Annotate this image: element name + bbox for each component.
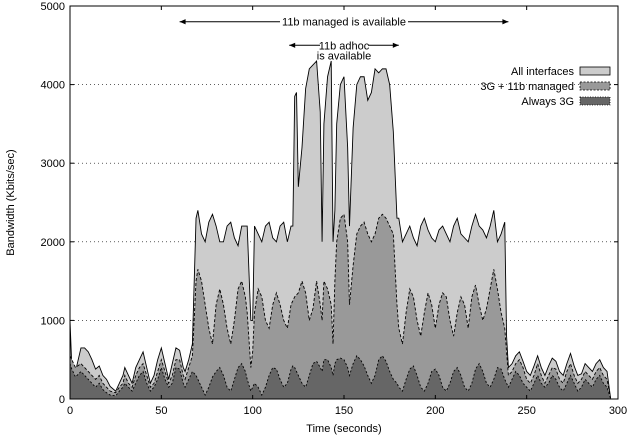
legend-swatch-3g-managed [579,81,611,91]
x-tick-label-150: 150 [335,405,353,417]
y-tick-label-0: 0 [59,394,65,406]
annotation-adhoc-label-line2: is available [317,50,371,62]
y-tick-label-3000: 3000 [41,158,65,170]
legend-label-always-3g: Always 3G [521,96,574,108]
annotation-managed-arrowhead-left [179,19,186,25]
annotation-adhoc-arrowhead-right [392,42,399,48]
legend: All interfaces 3G + 11b managed Always 3… [480,66,611,108]
legend-label-3g-managed: 3G + 11b managed [480,81,574,93]
series-line-1 [70,213,618,399]
x-tick-label-250: 250 [517,405,535,417]
legend-swatch-always-3g [579,96,611,106]
series-area-1 [70,214,618,399]
y-tick-label-5000: 5000 [41,1,65,13]
y-axis-title: Bandwidth (Kbits/sec) [5,149,17,255]
grid-lines [70,84,618,321]
x-tick-label-50: 50 [155,405,167,417]
x-tick-label-0: 0 [67,405,73,417]
y-tick-label-1000: 1000 [41,315,65,327]
x-tick-label-300: 300 [609,405,627,417]
series-line-2 [70,354,618,399]
legend-swatch-all-interfaces [579,66,611,76]
y-tick-label-2000: 2000 [41,237,65,249]
x-tick-label-200: 200 [426,405,444,417]
series-area-2 [70,355,618,399]
y-tick-label-4000: 4000 [41,80,65,92]
x-axis-title: Time (seconds) [306,423,381,435]
annotation-managed-arrowhead-right [502,19,509,25]
legend-label-all-interfaces: All interfaces [511,66,574,78]
annotation-adhoc-arrowhead-left [289,42,296,48]
series-areas [70,59,618,399]
series-line-0 [70,59,618,399]
annotation-adhoc-label-line1: 11b adhoc [319,40,370,52]
annotation-managed-label: 11b managed is available [282,17,406,29]
annotations: 11b managed is available 11b adhoc is av… [179,17,509,62]
x-tick-label-100: 100 [243,405,261,417]
